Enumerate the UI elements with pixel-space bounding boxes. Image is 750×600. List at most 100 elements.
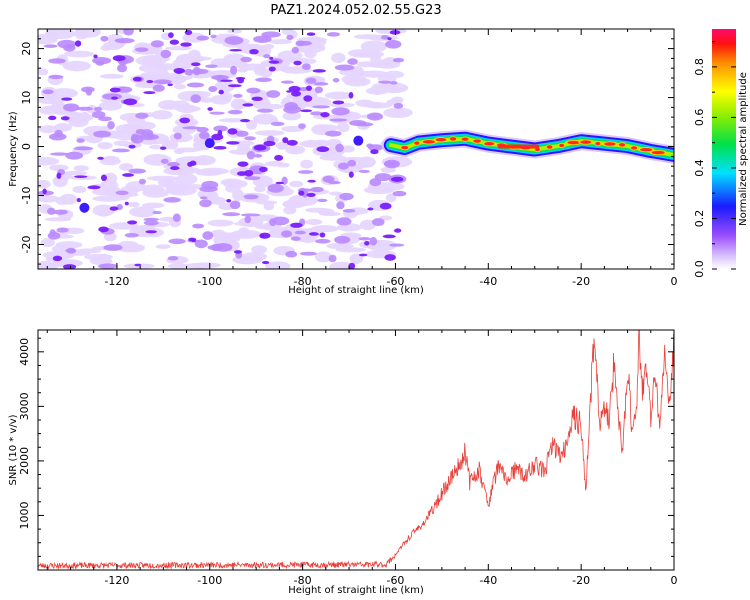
noise-blob-light xyxy=(51,244,69,253)
noise-blob-strong xyxy=(305,85,313,91)
noise-blob-mid xyxy=(123,29,134,36)
noise-blob-mid xyxy=(172,213,181,222)
noise-blob-light xyxy=(97,142,113,150)
noise-blob-mid xyxy=(261,31,281,38)
noise-blob-mid xyxy=(227,109,243,115)
noise-blob-mid xyxy=(233,93,243,98)
noise-blob-strong xyxy=(308,232,319,236)
noise-blob-mid xyxy=(389,81,398,85)
noise-blob-light xyxy=(64,112,94,123)
noise-blob-light xyxy=(282,200,306,209)
noise-blob-mid xyxy=(310,186,324,193)
noise-blob-mid xyxy=(298,123,306,129)
noise-blob-light xyxy=(172,75,193,81)
noise-blob-mid xyxy=(186,82,205,88)
noise-blob-mid xyxy=(76,106,93,111)
signal-core xyxy=(449,137,457,141)
noise-blob-mid xyxy=(280,80,294,84)
noise-blob-strong xyxy=(275,181,285,185)
noise-blob-light xyxy=(40,238,55,247)
noise-blob-light xyxy=(263,202,275,211)
noise-blob-strong xyxy=(268,66,276,72)
noise-blob-mid xyxy=(290,236,301,241)
noise-blob-mid xyxy=(92,56,112,65)
noise-blob-strong xyxy=(382,234,396,239)
noise-blob-strong xyxy=(233,250,243,254)
noise-blob-light xyxy=(254,130,285,136)
noise-blob-strong xyxy=(62,264,77,269)
noise-blob-strong xyxy=(48,115,57,121)
noise-blob-light xyxy=(336,122,350,133)
noise-blob-mid xyxy=(347,159,357,167)
noise-blob-mid xyxy=(115,190,129,196)
noise-blob-strong xyxy=(187,161,193,167)
figure-title: PAZ1.2024.052.02.55.G23 xyxy=(270,3,441,18)
noise-blob-mid xyxy=(116,64,128,73)
noise-blob-light xyxy=(324,91,354,100)
noise-blob-light xyxy=(237,143,251,153)
noise-blob-strong xyxy=(74,175,88,178)
noise-blob-mid xyxy=(334,64,355,71)
noise-blob-light xyxy=(299,140,323,148)
noise-blob-strong xyxy=(282,137,289,144)
noise-blob-mid xyxy=(199,199,212,208)
noise-blob-mid xyxy=(81,86,95,93)
noise-blob-mid xyxy=(103,244,123,251)
x-tick-label: -60 xyxy=(386,275,404,288)
noise-blob-strong xyxy=(379,202,392,210)
noise-blob-mid xyxy=(229,200,241,210)
noise-blob-mid xyxy=(246,87,261,94)
noise-blob-light xyxy=(167,263,189,269)
noise-blob-mid xyxy=(314,86,324,94)
noise-blob-mid xyxy=(244,136,256,141)
noise-blob-light xyxy=(268,39,292,45)
noise-blob-mid xyxy=(317,198,328,203)
noise-blob-mid xyxy=(76,138,85,143)
noise-blob-mid xyxy=(369,236,378,246)
noise-blob-strong xyxy=(286,139,298,146)
noise-blob-light xyxy=(254,185,266,193)
noise-blob-light xyxy=(359,219,376,231)
noise-blob-strong xyxy=(218,89,224,95)
noise-blob-mid xyxy=(160,158,169,164)
noise-blob-light xyxy=(89,256,113,266)
noise-blob-strong xyxy=(112,55,126,62)
noise-blob-mid xyxy=(266,90,281,98)
noise-blob-strong xyxy=(240,119,251,123)
signal-core xyxy=(414,141,420,145)
noise-blob-mid xyxy=(63,103,80,112)
noise-blob-mid xyxy=(392,57,405,63)
noise-blob-strong xyxy=(300,109,313,113)
signal-core xyxy=(595,141,601,146)
noise-blob-mid xyxy=(295,40,306,47)
noise-blob-mid xyxy=(163,196,181,203)
noise-blob-strong xyxy=(100,174,107,182)
noise-blob-mid xyxy=(50,152,70,156)
snr-y-ticks: 1000 2000 3000 4000 xyxy=(18,337,674,557)
noise-blob-light xyxy=(164,46,192,51)
signal-core xyxy=(567,140,581,145)
noise-blob-light xyxy=(355,99,374,107)
signal-core xyxy=(639,147,653,152)
noise-blob-light xyxy=(289,180,304,188)
noise-blob-strong xyxy=(358,253,368,257)
noise-blob-strong xyxy=(348,262,356,269)
noise-blob-light xyxy=(343,76,371,87)
noise-blob-mid xyxy=(332,77,340,83)
noise-blob-mid xyxy=(291,46,299,54)
snr-x-axis-label: Height of straight line (km) xyxy=(288,585,424,596)
noise-blob-light xyxy=(100,45,112,52)
noise-blob-light xyxy=(356,61,379,68)
y-tick-label: 20 xyxy=(20,42,33,56)
noise-blob-mid xyxy=(213,125,228,132)
noise-blob-mid xyxy=(135,112,149,119)
colorbar-tick-label: 0.2 xyxy=(693,210,706,228)
noise-blob-mid xyxy=(284,102,298,111)
noise-blob-mid xyxy=(336,201,345,210)
noise-blob-mid xyxy=(299,251,317,256)
noise-blob-mid xyxy=(143,220,159,226)
noise-blob-light xyxy=(335,247,367,253)
colorbar-tick-label: 0.8 xyxy=(693,58,706,76)
noise-blob-light xyxy=(339,156,371,164)
noise-blob-strong xyxy=(111,96,118,100)
